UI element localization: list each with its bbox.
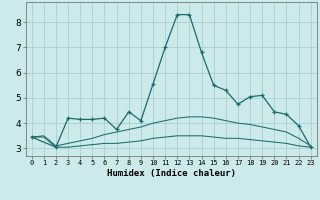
X-axis label: Humidex (Indice chaleur): Humidex (Indice chaleur) [107, 169, 236, 178]
